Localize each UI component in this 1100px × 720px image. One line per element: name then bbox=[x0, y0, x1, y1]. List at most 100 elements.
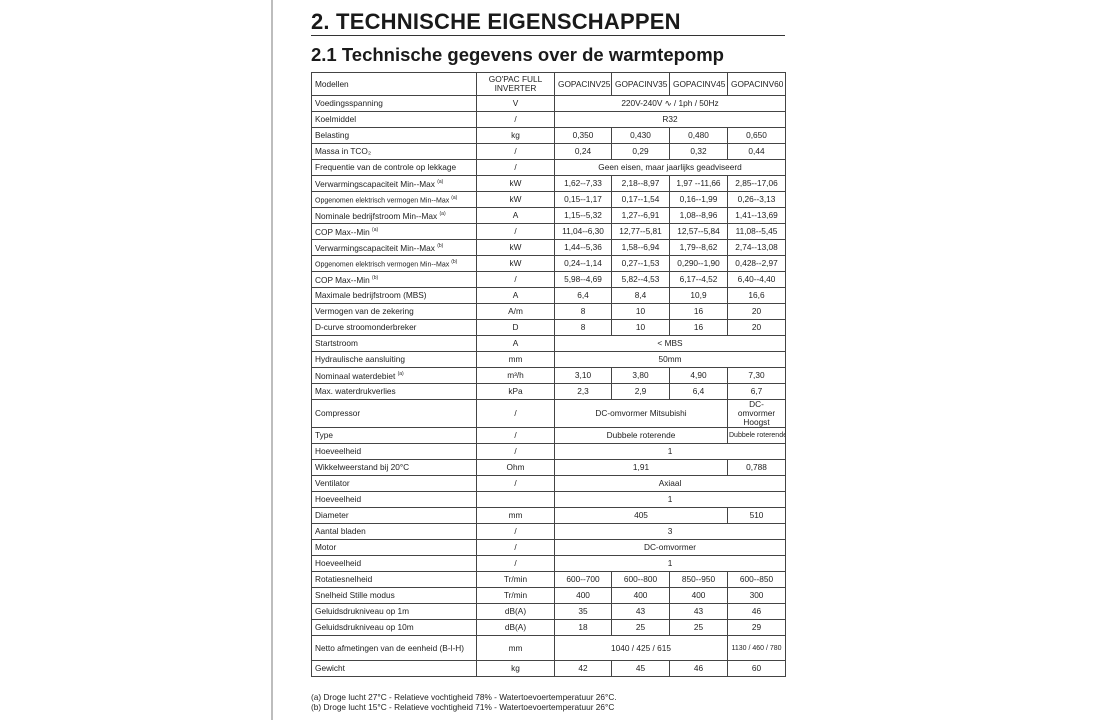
row-label-text: Nominale bedrijfstroom Min--Max bbox=[315, 210, 438, 221]
table-row: Netto afmetingen van de eenheid (B-l-H) m… bbox=[311, 635, 786, 661]
row-label-text: Massa in TCO₂ bbox=[315, 146, 372, 156]
value-cell: 0,24--1,14 bbox=[554, 255, 612, 272]
value-cell: Dubbele roterende bbox=[727, 427, 786, 444]
table-row: Nominale bedrijfstroom Min--Max (a) A 1,15… bbox=[311, 207, 786, 224]
value-cell: 6,40--4,40 bbox=[727, 271, 786, 288]
row-label: Netto afmetingen van de eenheid (B-l-H) bbox=[311, 635, 477, 661]
footnote-marker: (b) bbox=[372, 275, 379, 282]
value-cell: 6,17--4,52 bbox=[669, 271, 728, 288]
row-label-text: Gewicht bbox=[315, 663, 345, 673]
table-row: Hoeveelheid /1 bbox=[311, 555, 786, 572]
value-cell: 43 bbox=[669, 603, 728, 620]
row-unit: A bbox=[476, 335, 555, 352]
value-cell: 1,44--5,36 bbox=[554, 239, 612, 256]
value-cell: 8,4 bbox=[611, 287, 670, 304]
footnote-b: (b) Droge lucht 15°C - Relatieve vochtig… bbox=[311, 702, 615, 712]
row-label-text: COP Max--Min bbox=[315, 274, 370, 285]
value-cell: 3 bbox=[554, 523, 786, 540]
value-cell: 2,18--8,97 bbox=[611, 175, 670, 192]
table-row: Massa in TCO₂ /0,24 0,29 0,32 0,44 bbox=[311, 143, 786, 160]
value-cell: 1,97 --11,66 bbox=[669, 175, 728, 192]
table-row: Rotatiesnelheid Tr/min 600--700 600--800 850… bbox=[311, 571, 786, 588]
value-cell: 0,26--3,13 bbox=[727, 191, 786, 208]
value-cell: 50mm bbox=[554, 351, 786, 368]
value-cell: 3,10 bbox=[554, 367, 612, 384]
value-cell: DC-omvormer Mitsubishi bbox=[554, 399, 728, 428]
value-cell: 12,57--5,84 bbox=[669, 223, 728, 240]
value-cell: 1,08--8,96 bbox=[669, 207, 728, 224]
row-label: Opgenomen elektrisch vermogen Min--Max (… bbox=[311, 255, 477, 272]
row-label-text: Type bbox=[315, 430, 333, 440]
row-label-text: Hoeveelheid bbox=[315, 558, 362, 568]
table-row: Belasting kg 0,350 0,430 0,480 0,650 bbox=[311, 127, 786, 144]
value-cell: 0,24 bbox=[554, 143, 612, 160]
table-row: Maximale bedrijfstroom (MBS) A 6,4 8,4 10,9 1… bbox=[311, 287, 786, 304]
value-cell: DC-omvormer Hoogst bbox=[727, 399, 786, 428]
value-cell: 2,3 bbox=[554, 383, 612, 400]
value-cell: 20 bbox=[727, 319, 786, 336]
footnotes: (a) Droge lucht 27°C - Relatieve vochtig… bbox=[311, 692, 617, 712]
header-series-name: GO'PAC FULL INVERTER bbox=[476, 72, 555, 96]
row-label: Hoeveelheid bbox=[311, 443, 477, 460]
table-row: Max. waterdrukverlies kPa 2,3 2,9 6,4 6,7 bbox=[311, 383, 786, 400]
value-cell: 2,85--17,06 bbox=[727, 175, 786, 192]
row-label: D-curve stroomonderbreker bbox=[311, 319, 477, 336]
value-cell: 1040 / 425 / 615 bbox=[554, 635, 728, 661]
row-unit: / bbox=[476, 475, 555, 492]
table-header-row: Modellen GO'PAC FULL INVERTER GOPACINV25… bbox=[311, 72, 786, 96]
value-cell: 0,16--1,99 bbox=[669, 191, 728, 208]
table-row: D-curve stroomonderbreker D 8 10 16 20 bbox=[311, 319, 786, 336]
row-label: Verwarmingscapaciteit Min--Max (a) bbox=[311, 175, 477, 192]
row-label: Vermogen van de zekering bbox=[311, 303, 477, 320]
value-cell: 2,74--13,08 bbox=[727, 239, 786, 256]
value-cell: 25 bbox=[611, 619, 670, 636]
value-cell: 5,98--4,69 bbox=[554, 271, 612, 288]
table-row: Startstroom A < MBS bbox=[311, 335, 786, 352]
table-row: Verwarmingscapaciteit Min--Max (a) kW 1,62… bbox=[311, 175, 786, 192]
row-label: Geluidsdrukniveau op 10m bbox=[311, 619, 477, 636]
row-label: Type bbox=[311, 427, 477, 444]
row-label-text: Geluidsdrukniveau op 1m bbox=[315, 606, 410, 616]
row-unit: V bbox=[476, 95, 555, 112]
heading-underline bbox=[311, 35, 785, 36]
row-label: Nominaal waterdebiet (a) bbox=[311, 367, 477, 384]
row-label-text: Hoeveelheid bbox=[315, 446, 362, 456]
row-label-text: Opgenomen elektrisch vermogen Min--Max bbox=[315, 197, 450, 205]
value-cell: 1 bbox=[554, 491, 786, 508]
row-unit: dB(A) bbox=[476, 603, 555, 620]
row-unit: kW bbox=[476, 175, 555, 192]
table-row: Motor / DC-omvormer bbox=[311, 539, 786, 556]
table-row: Aantal bladen /3 bbox=[311, 523, 786, 540]
row-label-text: Snelheid Stille modus bbox=[315, 590, 395, 600]
table-row: Verwarmingscapaciteit Min--Max (b) kW 1,44… bbox=[311, 239, 786, 256]
header-model: GOPACINV25 bbox=[554, 72, 612, 96]
table-row: Type / Dubbele roterende Dubbele roterende bbox=[311, 427, 786, 444]
value-cell: 850--950 bbox=[669, 571, 728, 588]
value-cell: 35 bbox=[554, 603, 612, 620]
value-cell: 0,290--1,90 bbox=[669, 255, 728, 272]
value-cell: 3,80 bbox=[611, 367, 670, 384]
row-label-text: COP Max--Min bbox=[315, 226, 370, 237]
row-label-text: Nominaal waterdebiet bbox=[315, 370, 396, 381]
row-label-text: Voedingsspanning bbox=[315, 98, 383, 108]
row-unit: kg bbox=[476, 660, 555, 677]
table-row: Hoeveelheid 1 bbox=[311, 491, 786, 508]
header-model: GOPACINV45 bbox=[669, 72, 728, 96]
value-cell: 6,4 bbox=[669, 383, 728, 400]
table-row: Wikkelweerstand bij 20°C Ohm 1,91 0,788 bbox=[311, 459, 786, 476]
row-label: Snelheid Stille modus bbox=[311, 587, 477, 604]
row-label-text: Geluidsdrukniveau op 10m bbox=[315, 622, 414, 632]
value-cell: Dubbele roterende bbox=[554, 427, 728, 444]
row-unit: / bbox=[476, 271, 555, 288]
row-label: Startstroom bbox=[311, 335, 477, 352]
value-cell: 1 bbox=[554, 443, 786, 460]
row-label-text: Diameter bbox=[315, 510, 349, 520]
row-label: Koelmiddel bbox=[311, 111, 477, 128]
table-row: Voedingsspanning V 220V-240V ∿ / 1ph / 50H… bbox=[311, 95, 786, 112]
value-cell: 10 bbox=[611, 319, 670, 336]
row-unit: / bbox=[476, 399, 555, 428]
row-unit: A/m bbox=[476, 303, 555, 320]
table-row: Opgenomen elektrisch vermogen Min--Max (… bbox=[311, 255, 786, 272]
value-cell: 6,7 bbox=[727, 383, 786, 400]
row-label: Maximale bedrijfstroom (MBS) bbox=[311, 287, 477, 304]
